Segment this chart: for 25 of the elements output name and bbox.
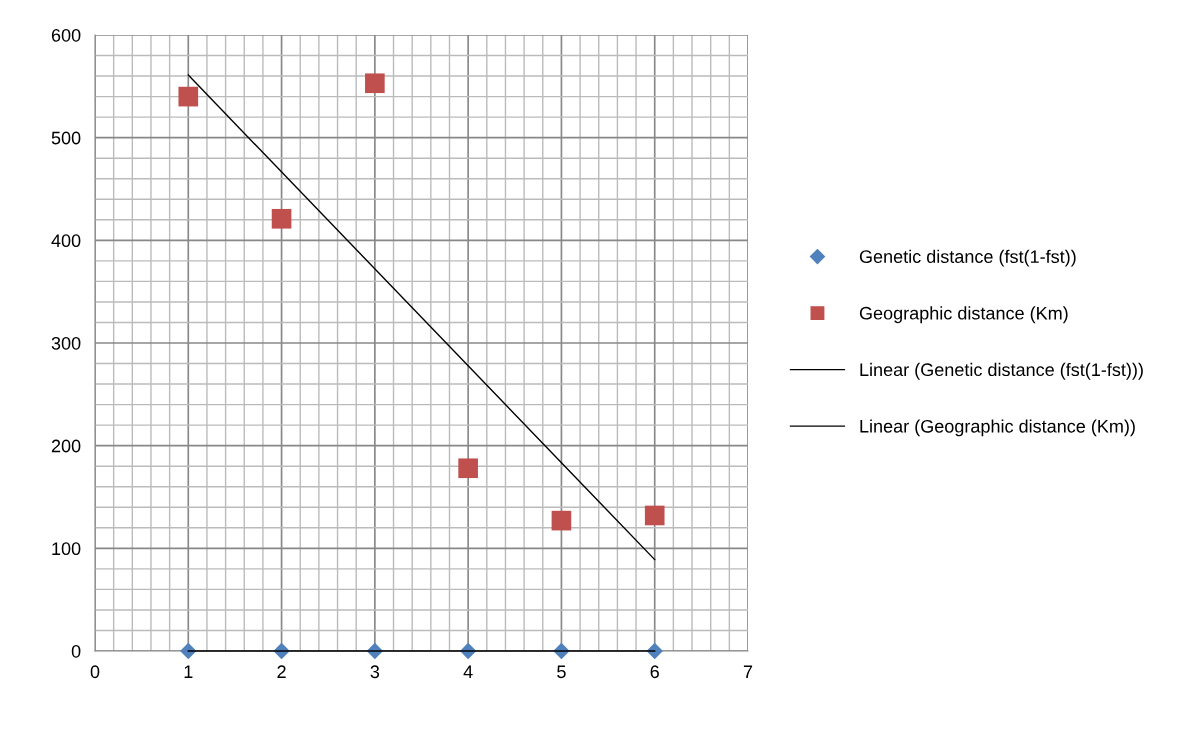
legend-label: Linear (Genetic distance (fst(1-fst))) <box>860 362 1143 380</box>
x-tick-label: 5 <box>557 665 566 679</box>
x-tick-label: 1 <box>184 665 193 678</box>
legend-label: Linear (Geographic distance (Km)) <box>860 419 1135 437</box>
point <box>551 510 572 531</box>
x-tick-label: 3 <box>370 665 380 679</box>
y-tick-label: 500 <box>51 131 81 145</box>
point <box>271 208 292 229</box>
y-tick-label: 600 <box>51 28 81 42</box>
y-tick-label: 0 <box>71 644 81 658</box>
x-tick-label: 7 <box>743 665 753 678</box>
legend-label: Genetic distance (fst(1-fst)) <box>859 249 1076 267</box>
point <box>178 86 199 107</box>
point <box>644 505 665 526</box>
x-tick-label: 6 <box>650 665 659 679</box>
point <box>365 73 385 94</box>
y-tick-label: 100 <box>52 542 81 556</box>
point <box>458 458 478 479</box>
x-tick-label: 0 <box>90 665 100 679</box>
y-tick-label: 300 <box>51 336 81 350</box>
y-tick-label: 400 <box>51 234 81 248</box>
legend-label: Geographic distance (Km) <box>859 306 1068 324</box>
y-tick-label: 200 <box>51 439 81 453</box>
x-tick-label: 2 <box>277 665 286 678</box>
x-tick-label: 4 <box>463 665 473 678</box>
